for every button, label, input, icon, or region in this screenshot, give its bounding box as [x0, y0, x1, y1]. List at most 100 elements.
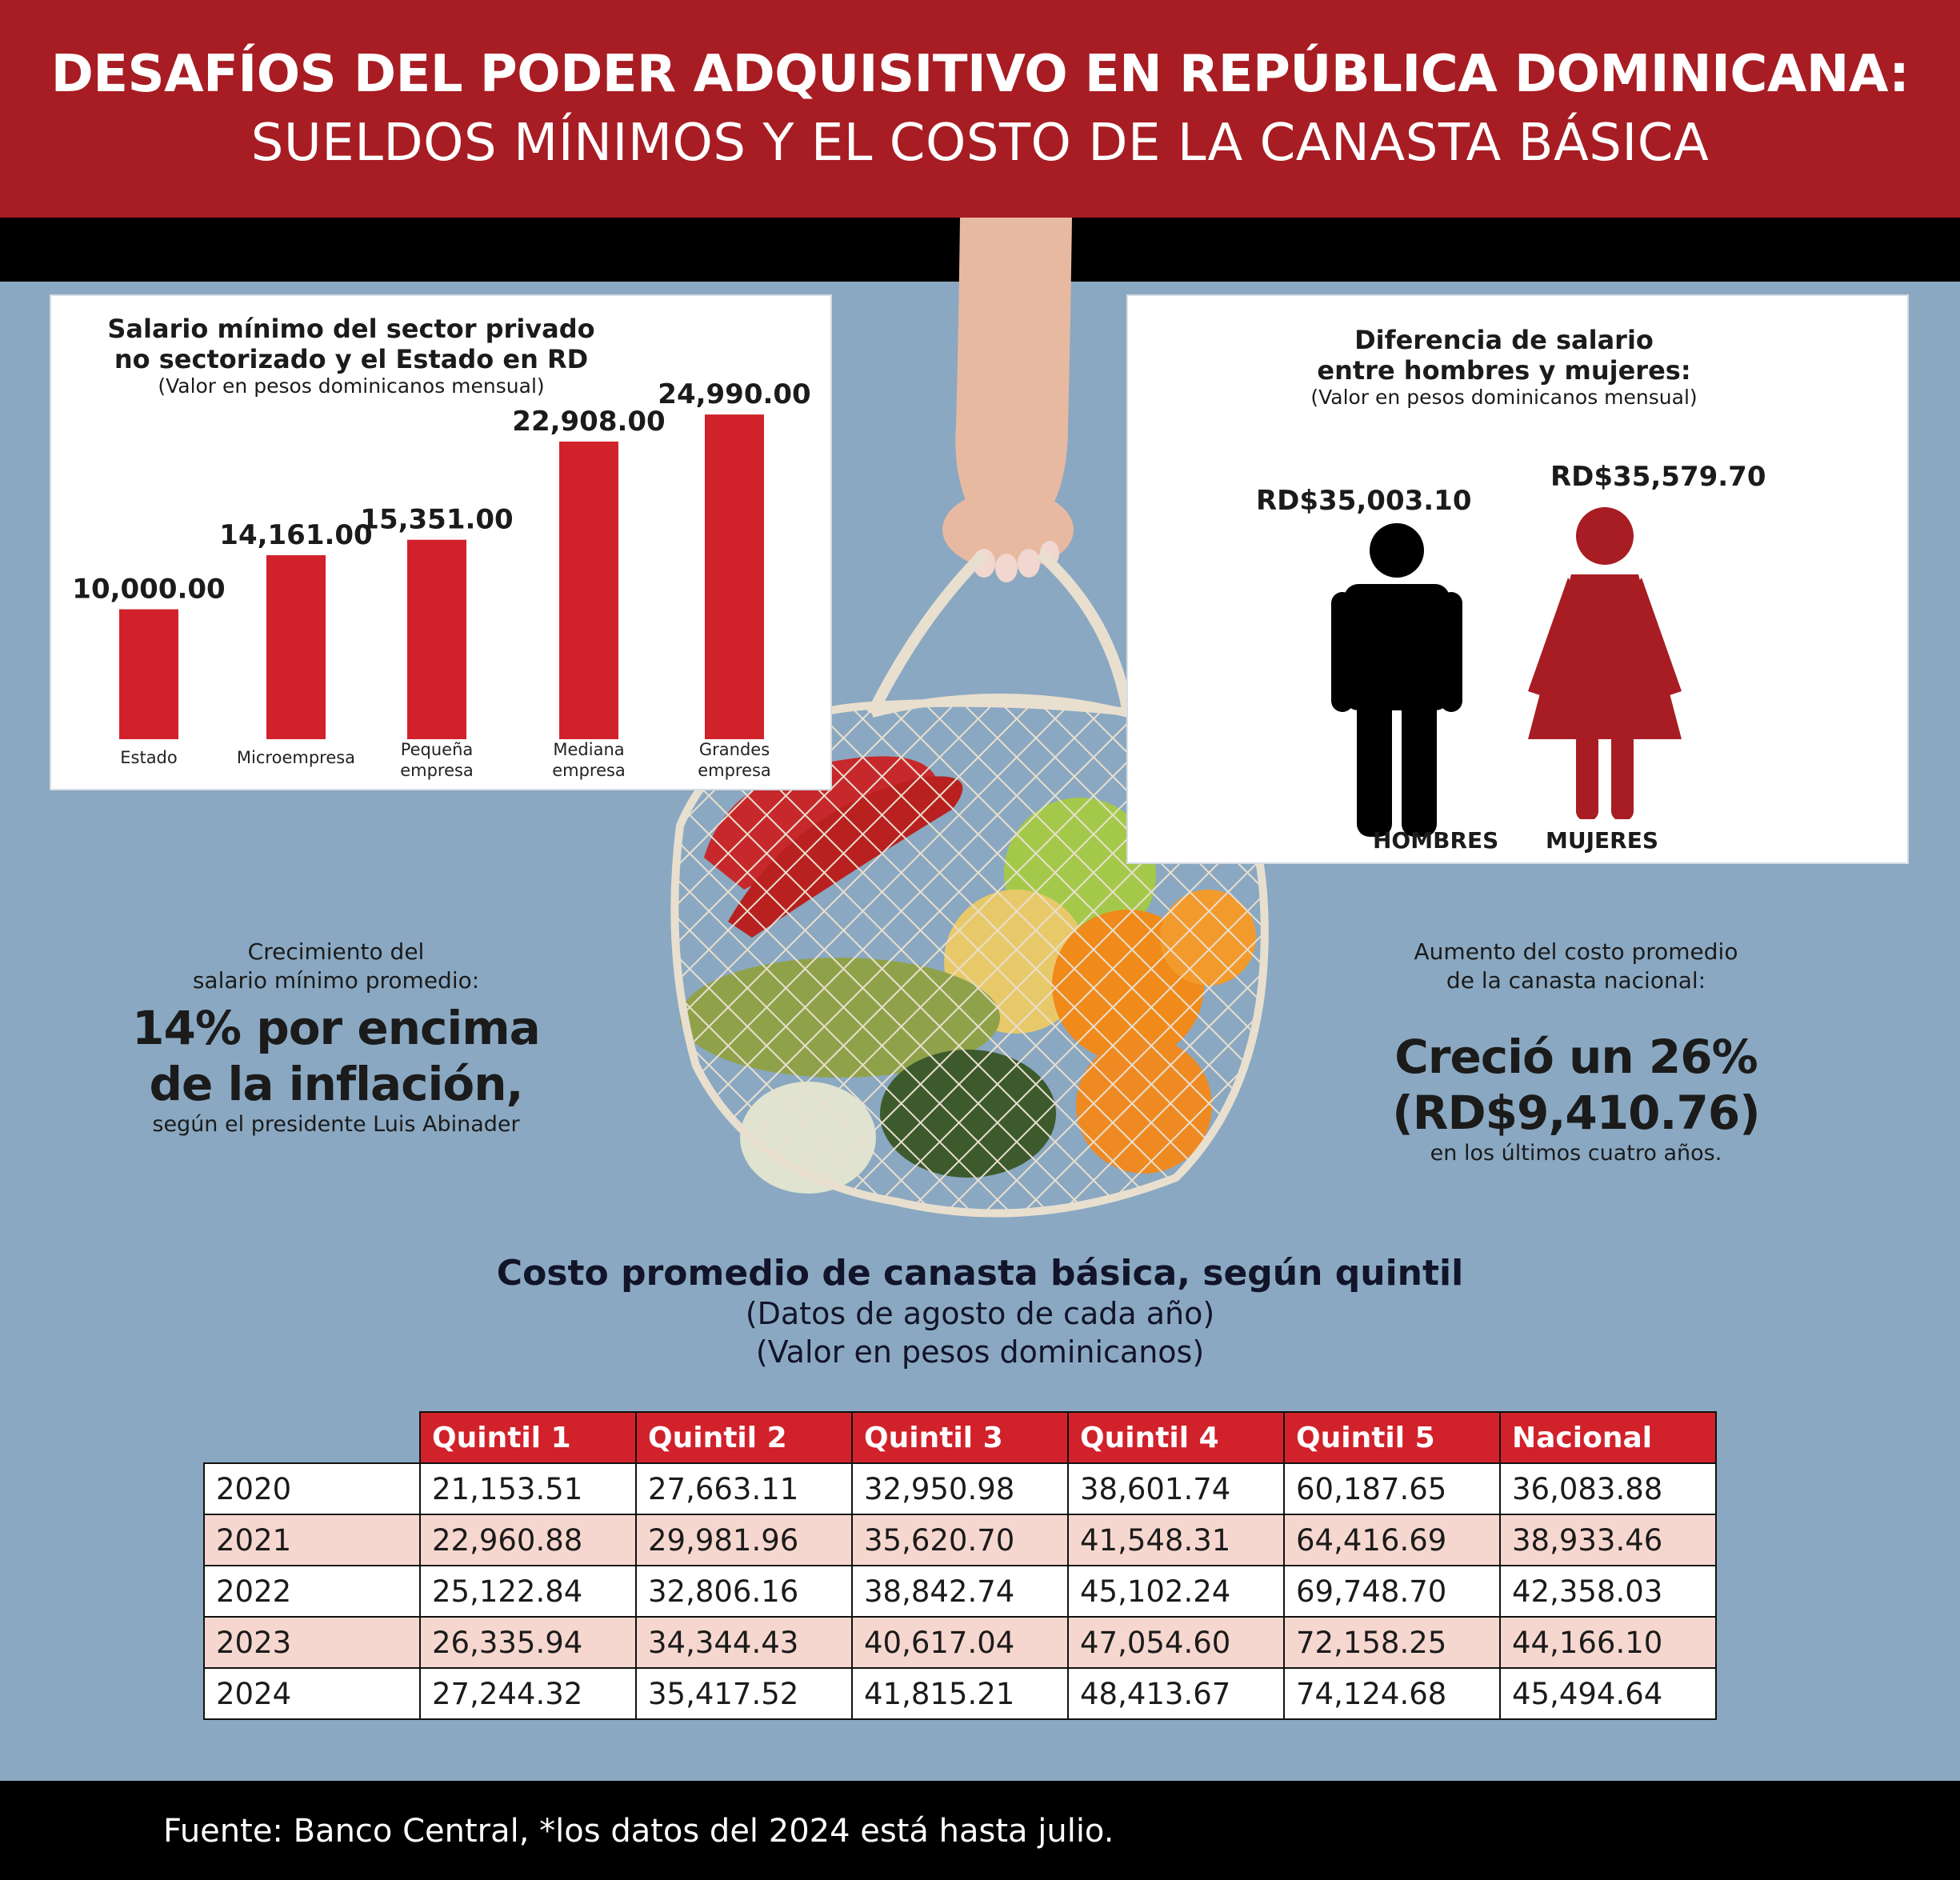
table-value-cell: 44,166.10 [1499, 1616, 1717, 1669]
salary-category-label: Grandes [699, 740, 770, 759]
table-value-cell: 45,102.24 [1067, 1565, 1285, 1618]
salary-bar [559, 441, 618, 739]
table-value-cell: 35,620.70 [851, 1514, 1069, 1566]
table-value-cell: 74,124.68 [1283, 1667, 1501, 1720]
gender-title-line1: Diferencia de salario [1354, 325, 1654, 355]
gender-subtitle: (Valor en pesos dominicanos mensual) [1310, 386, 1698, 409]
table-value-cell: 35,417.52 [635, 1667, 853, 1720]
table-value-cell: 29,981.96 [635, 1514, 853, 1566]
table-column-header: Quintil 5 [1283, 1411, 1501, 1464]
men-salary-value: RD$35,003.10 [1256, 485, 1472, 517]
salary-bar [266, 555, 326, 739]
table-value-cell: 32,806.16 [635, 1565, 853, 1618]
basket-increase-label: Aumento del costo promedio de la canasta… [1352, 938, 1800, 995]
salary-category-label: Estado [120, 748, 178, 767]
gender-title: Diferencia de salario entre hombres y mu… [1128, 325, 1880, 386]
women-label: MUJERES [1546, 827, 1658, 854]
salary-chart-title-line1: Salario mínimo del sector privado [107, 314, 595, 344]
growth-label-line2: salario mínimo promedio: [192, 967, 480, 994]
salary-bar [407, 539, 466, 739]
basket-increase-headline: Creció un 26% (RD$9,410.76) [1312, 1029, 1840, 1141]
growth-label: Crecimiento del salario mínimo promedio: [112, 938, 560, 995]
salary-bar [705, 414, 764, 739]
table-subtitle-2: (Valor en pesos dominicanos) [755, 1334, 1205, 1370]
salary-category-label: Pequeña [401, 740, 474, 759]
salary-category-label: Mediana [553, 740, 624, 759]
table-value-cell: 22,960.88 [419, 1514, 637, 1566]
salary-chart-title-line2: no sectorizado y el Estado en RD [114, 344, 589, 374]
basket-increase-headline-line2: (RD$9,410.76) [1392, 1086, 1760, 1140]
growth-label-line1: Crecimiento del [247, 938, 425, 965]
basket-increase-note: en los últimos cuatro años. [1430, 1141, 1722, 1166]
table-value-cell: 45,494.64 [1499, 1667, 1717, 1720]
table-value-cell: 32,950.98 [851, 1462, 1069, 1515]
table-value-cell: 21,153.51 [419, 1462, 637, 1515]
woman-figure-icon [1528, 507, 1682, 819]
table-value-cell: 34,344.43 [635, 1616, 853, 1669]
page-subtitle: SUELDOS MÍNIMOS Y EL COSTO DE LA CANASTA… [250, 114, 1710, 173]
gender-gap-panel: Diferencia de salario entre hombres y mu… [1126, 294, 1909, 864]
table-year-cell: 2023 [203, 1616, 421, 1669]
table-year-cell: 2020 [203, 1462, 421, 1515]
table-value-cell: 48,413.67 [1067, 1667, 1285, 1720]
table-row: 2023 26,335.94 34,344.43 40,617.04 47,054.60… [203, 1616, 1717, 1669]
salary-value-label: 10,000.00 [72, 574, 225, 606]
table-value-cell: 26,335.94 [419, 1616, 637, 1669]
salary-value-label: 15,351.00 [360, 504, 513, 536]
table-header-row: Quintil 1 Quintil 2 Quintil 3 Quintil 4 Quin… [204, 1411, 1717, 1464]
table-value-cell: 41,548.31 [1067, 1514, 1285, 1566]
salary-category-label: empresa [552, 761, 626, 780]
table-value-cell: 47,054.60 [1067, 1616, 1285, 1669]
women-salary-value: RD$35,579.70 [1550, 461, 1766, 493]
footer: Fuente: Banco Central, *los datos del 20… [0, 1781, 1960, 1880]
basket-increase-headline-line1: Creció un 26% [1394, 1030, 1758, 1084]
table-value-cell: 38,842.74 [851, 1565, 1069, 1618]
salary-value-label: 14,161.00 [219, 519, 372, 551]
table-value-cell: 36,083.88 [1499, 1462, 1717, 1515]
man-figure-icon [1331, 523, 1462, 837]
table-value-cell: 38,933.46 [1499, 1514, 1717, 1566]
salary-bar [119, 609, 178, 739]
basket-increase-label-line1: Aumento del costo promedio [1414, 938, 1738, 965]
salary-category-label: Microempresa [237, 748, 355, 767]
table-column-header: Quintil 2 [635, 1411, 853, 1464]
table-value-cell: 38,601.74 [1067, 1462, 1285, 1515]
table-value-cell: 27,244.32 [419, 1667, 637, 1720]
table-row: 2022 25,122.84 32,806.16 38,842.74 45,102.24… [203, 1565, 1717, 1618]
growth-note: según el presidente Luis Abinader [152, 1112, 520, 1137]
table-value-cell: 25,122.84 [419, 1565, 637, 1618]
table-row: 2021 22,960.88 29,981.96 35,620.70 41,548.31… [203, 1514, 1717, 1566]
basket-cost-table: Quintil 1 Quintil 2 Quintil 3 Quintil 4 Quin… [203, 1411, 1717, 1720]
table-value-cell: 60,187.65 [1283, 1462, 1501, 1515]
growth-headline-line2: de la inflación, [149, 1057, 523, 1111]
salary-category-label: empresa [698, 761, 771, 780]
table-subtitle-1: (Datos de agosto de cada año) [745, 1296, 1215, 1331]
produce-bag-illustration [670, 218, 1269, 1218]
table-column-header: Quintil 4 [1067, 1411, 1285, 1464]
salary-category-label: empresa [400, 761, 474, 780]
table-value-cell: 72,158.25 [1283, 1616, 1501, 1669]
table-title: Costo promedio de canasta básica, según … [496, 1253, 1464, 1294]
basket-increase-label-line2: de la canasta nacional: [1446, 967, 1706, 994]
men-label: HOMBRES [1373, 827, 1499, 854]
table-row: 2020 21,153.51 27,663.11 32,950.98 38,601.74… [203, 1462, 1717, 1515]
table-value-cell: 41,815.21 [851, 1667, 1069, 1720]
min-salary-panel: Salario mínimo del sector privado no sec… [50, 294, 832, 790]
gender-title-line2: entre hombres y mujeres: [1317, 355, 1691, 386]
table-value-cell: 27,663.11 [635, 1462, 853, 1515]
salary-bar-chart: 10,000.00 Estado 14,161.00 Microempresa 15,3… [72, 378, 810, 780]
growth-headline-line1: 14% por encima [132, 1001, 541, 1055]
source-note: Fuente: Banco Central, *los datos del 20… [163, 1813, 1114, 1850]
table-column-header: Nacional [1499, 1411, 1717, 1464]
table-value-cell: 64,416.69 [1283, 1514, 1501, 1566]
table-corner-cell [204, 1412, 421, 1464]
table-year-cell: 2022 [203, 1565, 421, 1618]
salary-chart-title: Salario mínimo del sector privado no sec… [51, 314, 651, 374]
salary-chart-subtitle: (Valor en pesos dominicanos mensual) [158, 374, 545, 398]
growth-headline: 14% por encima de la inflación, [80, 1000, 592, 1112]
table-value-cell: 42,358.03 [1499, 1565, 1717, 1618]
salary-value-label: 24,990.00 [658, 378, 810, 410]
table-column-header: Quintil 1 [419, 1411, 637, 1464]
table-row: 2024 27,244.32 35,417.52 41,815.21 48,413.67… [203, 1667, 1717, 1720]
table-year-cell: 2021 [203, 1514, 421, 1566]
